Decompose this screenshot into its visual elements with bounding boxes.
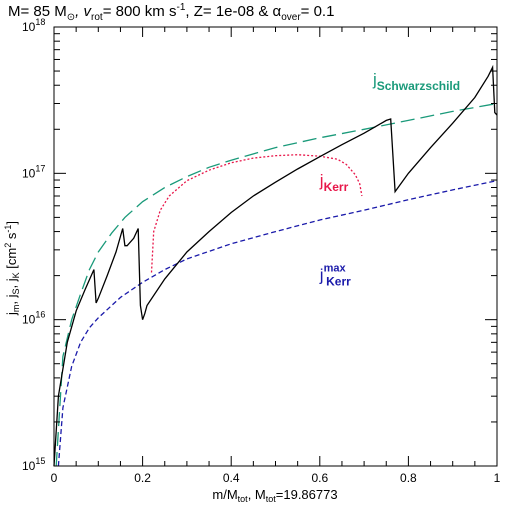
y-tick-label: 1017 <box>22 163 45 180</box>
series-line-kerr <box>150 154 363 273</box>
x-axis-label: m/Mtot, Mtot=19.86773 <box>212 487 337 504</box>
chart-title: M= 85 M⊙, vrot= 800 km s-1, Z= 1e-08 & α… <box>8 2 334 23</box>
series-annotation-kerr: jmax Kerr <box>319 263 351 289</box>
x-tick-label: 0.4 <box>223 471 240 485</box>
y-tick-label: 1018 <box>22 17 45 34</box>
x-tick-label: 0.6 <box>311 471 328 485</box>
series-line-kerr-max <box>57 180 498 467</box>
x-tick-label: 0 <box>51 471 58 485</box>
plot-frame <box>53 26 498 467</box>
x-tick-label: 1 <box>494 471 501 485</box>
x-tick-label: 0.8 <box>400 471 417 485</box>
series-line-specific-angular-momentum <box>53 64 498 467</box>
y-axis-label: jm, jS, jK [cm2 s-1] <box>3 221 21 316</box>
series-layer <box>53 64 498 467</box>
x-tick-label: 0.2 <box>134 471 151 485</box>
y-tick-label: 1015 <box>22 456 45 473</box>
series-annotation-kerr: jKerr <box>319 171 349 194</box>
ticks-layer: 0 0.2 0.4 0.6 0.8 1 1015 1016 1017 1018 <box>22 17 501 485</box>
annotations-layer: jSchwarzschild jKerr jmax Kerr <box>319 70 460 288</box>
y-tick-label: 1016 <box>22 310 45 327</box>
series-annotation-schwarzschild: jSchwarzschild <box>372 70 460 93</box>
series-line-schwarzschild <box>55 102 498 467</box>
